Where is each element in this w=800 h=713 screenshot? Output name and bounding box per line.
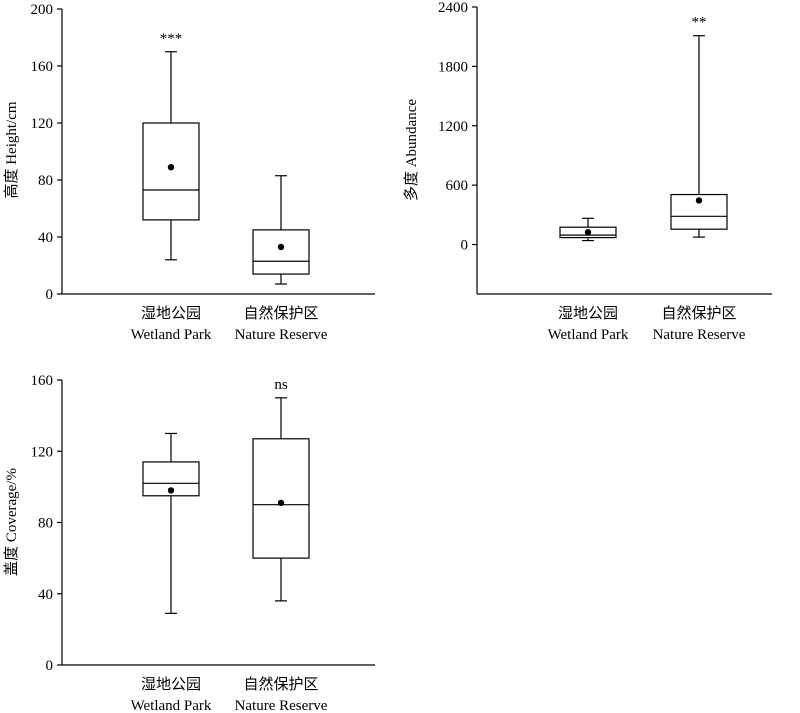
panel-1: 0 40 80 120 160 200 高度 Height/cm 湿地公园 Wetland Pa… xyxy=(3,2,375,343)
x-category-label-en: Wetland Park xyxy=(131,698,212,713)
y-tick-label: 200 xyxy=(31,2,54,18)
y-tick-label: 1800 xyxy=(438,59,468,75)
x-category-label-cn: 湿地公园 xyxy=(141,305,201,322)
x-category-label-en: Nature Reserve xyxy=(235,327,328,343)
mean-point xyxy=(277,499,285,507)
y-tick-label: 0 xyxy=(461,238,469,254)
y-tick-label: 120 xyxy=(31,116,54,132)
y-tick-label: 40 xyxy=(38,587,53,603)
x-category-label-cn: 自然保护区 xyxy=(243,676,318,693)
iqr-box xyxy=(252,229,310,275)
box-2 xyxy=(252,397,310,602)
significance-label: *** xyxy=(160,31,183,47)
panel-2: 0 600 1200 1800 2400 多度 Abundance 湿地公园 Wetland … xyxy=(403,0,772,343)
iqr-box xyxy=(142,122,200,221)
box-1 xyxy=(142,432,200,614)
x-category-label-en: Wetland Park xyxy=(131,327,212,343)
y-tick-label: 1200 xyxy=(438,119,468,135)
x-category-label-en: Nature Reserve xyxy=(653,327,746,343)
y-axis-label: 多度 Abundance xyxy=(403,99,420,201)
significance-label: ns xyxy=(274,377,288,393)
mean-point xyxy=(277,243,285,251)
y-tick-label: 2400 xyxy=(438,0,468,16)
significance-label: ** xyxy=(692,15,707,31)
iqr-box xyxy=(252,438,310,559)
mean-point xyxy=(167,163,175,171)
x-category-label-en: Nature Reserve xyxy=(235,698,328,713)
x-category-label-en: Wetland Park xyxy=(548,327,629,343)
x-category-label-cn: 湿地公园 xyxy=(141,676,201,693)
y-axis-label: 盖度 Coverage/% xyxy=(3,468,20,576)
box-1 xyxy=(559,217,617,242)
x-category-label-cn: 自然保护区 xyxy=(243,305,318,322)
y-tick-label: 120 xyxy=(31,444,54,460)
mean-point xyxy=(584,228,592,236)
y-axis-label: 高度 Height/cm xyxy=(3,101,20,198)
mean-point xyxy=(695,197,703,204)
x-category-label-cn: 自然保护区 xyxy=(661,305,736,322)
y-tick-label: 40 xyxy=(38,230,53,246)
mean-point xyxy=(167,487,175,494)
y-tick-label: 80 xyxy=(38,173,53,189)
x-category-label-cn: 湿地公园 xyxy=(558,305,618,322)
y-tick-label: 600 xyxy=(446,178,469,194)
box-2 xyxy=(252,175,310,285)
panel-3: 0 40 80 120 160 盖度 Coverage/% 湿地公园 Wetland Park… xyxy=(3,373,375,713)
y-tick-label: 0 xyxy=(46,658,54,674)
y-tick-label: 80 xyxy=(38,516,53,532)
box-2 xyxy=(670,35,728,238)
y-tick-label: 160 xyxy=(31,59,54,75)
y-tick-label: 160 xyxy=(31,373,54,389)
y-tick-label: 0 xyxy=(46,287,54,303)
box-1 xyxy=(142,51,200,261)
